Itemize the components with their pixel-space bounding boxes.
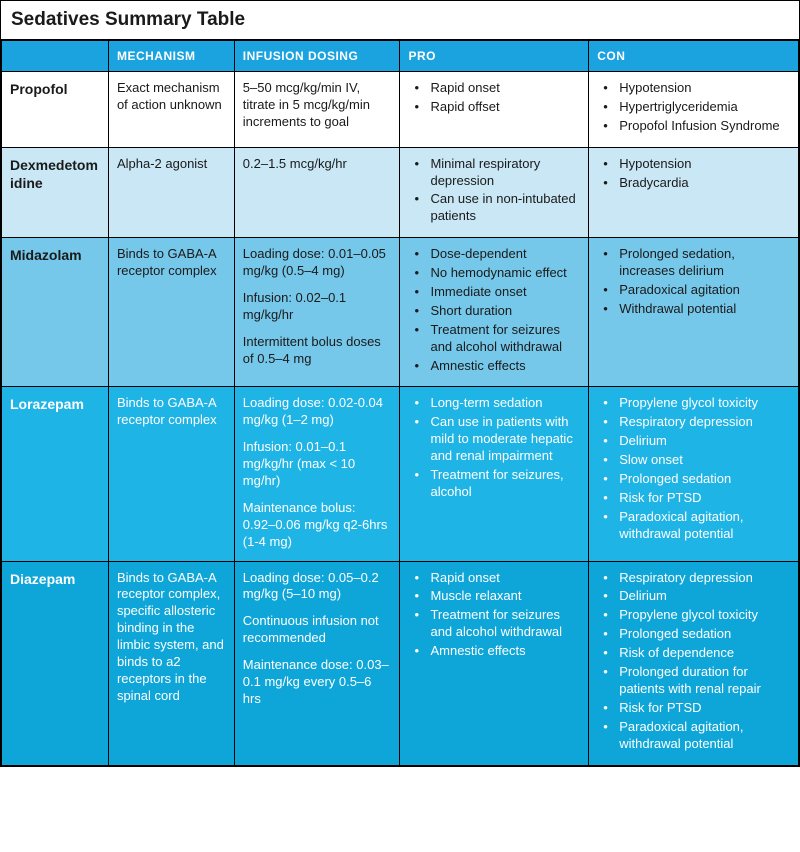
con-item: Propylene glycol toxicity [597,607,790,624]
pro-item: Treatment for seizures, alcohol [408,467,580,501]
table-title: Sedatives Summary Table [1,1,799,40]
con-item: Propofol Infusion Syndrome [597,118,790,135]
dosing-entry: Loading dose: 0.05–0.2 mg/kg (5–10 mg) [243,570,392,604]
drug-name: Diazepam [2,561,109,765]
con-item: Risk for PTSD [597,490,790,507]
drug-name: Midazolam [2,238,109,387]
con-item: Prolonged sedation, increases delirium [597,246,790,280]
con-item: Risk for PTSD [597,700,790,717]
table-body: PropofolExact mechanism of action unknow… [2,72,799,766]
pro-item: Rapid onset [408,80,580,97]
pro-item: Treatment for seizures and alcohol withd… [408,607,580,641]
pro-item: No hemodynamic effect [408,265,580,282]
con-cell: Prolonged sedation, increases delirium Pa… [589,238,799,387]
con-item: Paradoxical agitation, withdrawal potent… [597,719,790,753]
con-item: Risk of dependence [597,645,790,662]
pro-cell: Long-term sedation Can use in patients wi… [400,387,589,561]
dosing-entry: Continuous infusion not recommended [243,613,392,647]
pro-item: Immediate onset [408,284,580,301]
pro-item: Treatment for seizures and alcohol withd… [408,322,580,356]
con-item: Respiratory depression [597,570,790,587]
dosing-cell: Loading dose: 0.02-0.04 mg/kg (1–2 mg) In… [234,387,400,561]
table-header: MECHANISMINFUSION DOSINGPROCON [2,41,799,72]
drug-name: Dexmedetomidine [2,147,109,238]
table-row: LorazepamBinds to GABA-A receptor comple… [2,387,799,561]
pro-cell: Dose-dependent No hemodynamic effect Immed… [400,238,589,387]
mechanism-cell: Binds to GABA-A receptor complex [108,387,234,561]
pro-cell: Minimal respiratory depressionCan use in… [400,147,589,238]
con-cell: Hypotension Bradycardia [589,147,799,238]
dosing-cell: Loading dose: 0.01–0.05 mg/kg (0.5–4 mg)… [234,238,400,387]
con-cell: Propylene glycol toxicity Respiratory dep… [589,387,799,561]
col-header-pro: PRO [400,41,589,72]
con-item: Hypertriglyceridemia [597,99,790,116]
table-row: DexmedetomidineAlpha-2 agonist 0.2–1.5 mc… [2,147,799,238]
mechanism-cell: Alpha-2 agonist [108,147,234,238]
con-item: Propylene glycol toxicity [597,395,790,412]
table-row: MidazolamBinds to GABA-A receptor comple… [2,238,799,387]
mechanism-cell: Exact mechanism of action unknown [108,72,234,148]
pro-item: Dose-dependent [408,246,580,263]
con-item: Prolonged duration for patients with ren… [597,664,790,698]
col-header-con: CON [589,41,799,72]
mechanism-cell: Binds to GABA-A receptor complex, specif… [108,561,234,765]
con-item: Hypotension [597,156,790,173]
con-item: Paradoxical agitation [597,282,790,299]
mechanism-cell: Binds to GABA-A receptor complex [108,238,234,387]
pro-item: Short duration [408,303,580,320]
dosing-cell: 0.2–1.5 mcg/kg/hr [234,147,400,238]
table-row: PropofolExact mechanism of action unknow… [2,72,799,148]
con-item: Respiratory depression [597,414,790,431]
pro-item: Can use in patients with mild to moderat… [408,414,580,465]
pro-item: Can use in non-intubated patients [408,191,580,225]
pro-cell: Rapid onset Rapid offset [400,72,589,148]
pro-item: Amnestic effects [408,358,580,375]
con-item: Hypotension [597,80,790,97]
pro-item: Minimal respiratory depression [408,156,580,190]
table-row: DiazepamBinds to GABA-A receptor complex… [2,561,799,765]
con-cell: Hypotension Hypertriglyceridemia Propofol … [589,72,799,148]
con-item: Delirium [597,588,790,605]
dosing-cell: Loading dose: 0.05–0.2 mg/kg (5–10 mg) Co… [234,561,400,765]
con-item: Paradoxical agitation, withdrawal potent… [597,509,790,543]
dosing-cell: 5–50 mcg/kg/min IV, titrate in 5 mcg/kg/… [234,72,400,148]
dosing-entry: Intermittent bolus doses of 0.5–4 mg [243,334,392,368]
con-item: Bradycardia [597,175,790,192]
dosing-entry: Maintenance dose: 0.03–0.1 mg/kg every 0… [243,657,392,708]
dosing-entry: Infusion: 0.01–0.1 mg/kg/hr (max < 10 mg… [243,439,392,490]
pro-item: Rapid offset [408,99,580,116]
pro-item: Amnestic effects [408,643,580,660]
con-item: Slow onset [597,452,790,469]
con-item: Prolonged sedation [597,626,790,643]
con-item: Prolonged sedation [597,471,790,488]
col-header-name [2,41,109,72]
dosing-entry: 5–50 mcg/kg/min IV, titrate in 5 mcg/kg/… [243,80,392,131]
sedatives-table-container: Sedatives Summary Table MECHANISMINFUSIO… [0,0,800,767]
pro-item: Muscle relaxant [408,588,580,605]
pro-item: Rapid onset [408,570,580,587]
dosing-entry: Infusion: 0.02–0.1 mg/kg/hr [243,290,392,324]
con-item: Delirium [597,433,790,450]
col-header-mechanism: MECHANISM [108,41,234,72]
dosing-entry: Maintenance bolus: 0.92–0.06 mg/kg q2-6h… [243,500,392,551]
dosing-entry: Loading dose: 0.02-0.04 mg/kg (1–2 mg) [243,395,392,429]
sedatives-table: MECHANISMINFUSION DOSINGPROCON PropofolE… [1,40,799,766]
dosing-entry: Loading dose: 0.01–0.05 mg/kg (0.5–4 mg) [243,246,392,280]
drug-name: Lorazepam [2,387,109,561]
con-item: Withdrawal potential [597,301,790,318]
col-header-infusion dosing: INFUSION DOSING [234,41,400,72]
drug-name: Propofol [2,72,109,148]
dosing-entry: 0.2–1.5 mcg/kg/hr [243,156,392,173]
pro-item: Long-term sedation [408,395,580,412]
con-cell: Respiratory depressionDelirium Propylene … [589,561,799,765]
pro-cell: Rapid onsetMuscle relaxant Treatment for … [400,561,589,765]
